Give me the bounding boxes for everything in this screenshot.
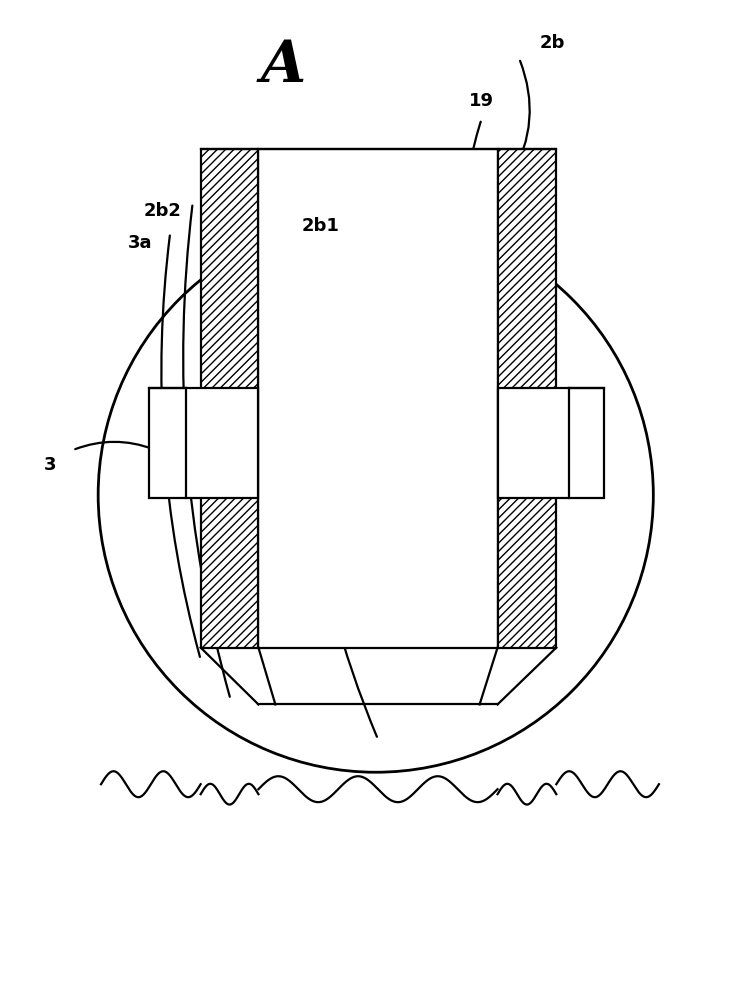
Bar	[258, 149, 498, 648]
FancyArrowPatch shape	[304, 209, 377, 737]
FancyArrowPatch shape	[183, 206, 230, 697]
Bar	[200, 149, 258, 648]
Text: 19: 19	[469, 92, 494, 110]
Bar	[149, 388, 258, 498]
FancyArrowPatch shape	[75, 442, 153, 449]
Text: 3: 3	[44, 456, 56, 474]
Bar	[498, 149, 556, 648]
Text: A: A	[260, 38, 306, 94]
FancyArrowPatch shape	[511, 61, 529, 177]
Text: 2b: 2b	[540, 34, 566, 52]
Text: 2b2: 2b2	[144, 202, 181, 220]
FancyArrowPatch shape	[161, 236, 200, 657]
Bar	[498, 388, 604, 498]
Text: 2b1: 2b1	[301, 217, 339, 235]
FancyArrowPatch shape	[461, 122, 567, 488]
Text: 3a: 3a	[128, 234, 152, 252]
